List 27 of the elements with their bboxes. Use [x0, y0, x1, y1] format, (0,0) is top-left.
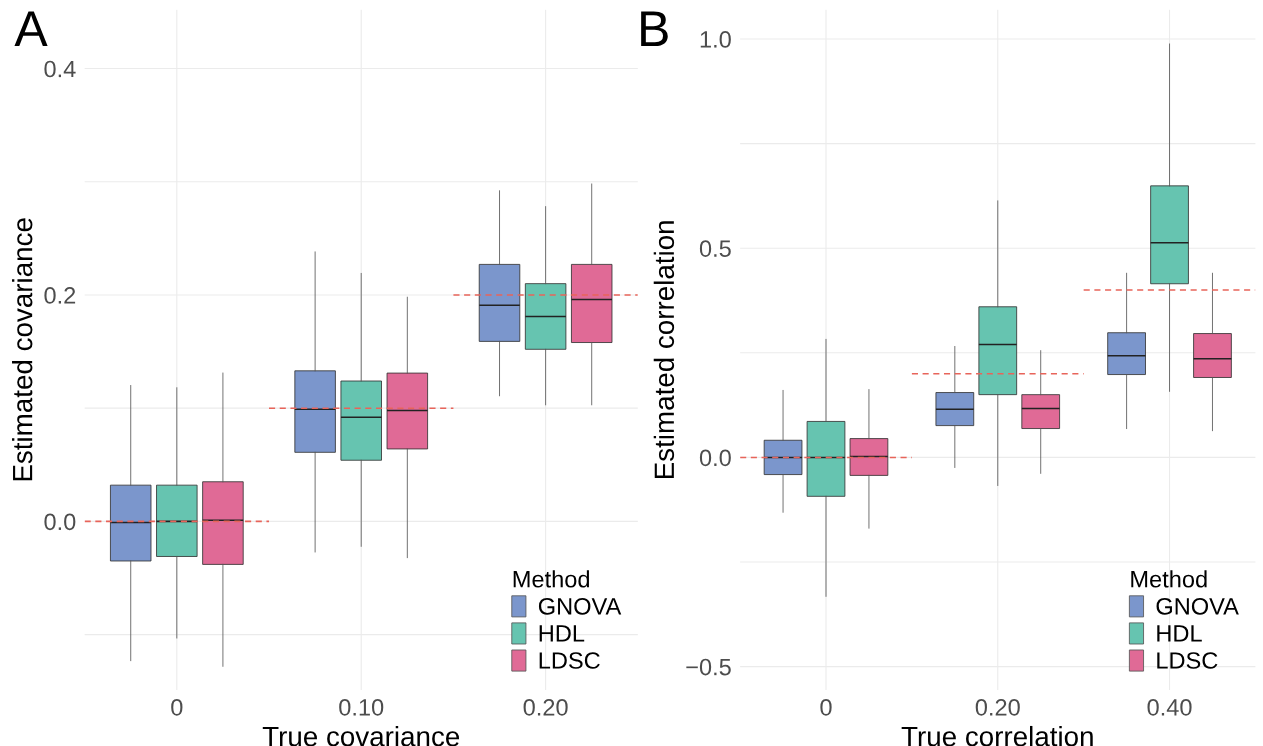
- legend-label: GNOVA: [538, 597, 622, 615]
- x-tick-label: 0.40: [1147, 699, 1192, 716]
- x-tick-label: 0: [820, 699, 832, 716]
- x-tick-label: 0.10: [339, 699, 384, 716]
- y-tick-label: 0.0: [44, 513, 76, 531]
- legend-title: Method: [513, 570, 590, 588]
- x-tick-label: 0.20: [975, 699, 1020, 716]
- legend-label: LDSC: [539, 652, 600, 669]
- legend-label: GNOVA: [1156, 597, 1239, 615]
- legend-title: Method: [1131, 570, 1207, 588]
- y-tick-label: 0.2: [44, 287, 76, 304]
- y-axis-title: Estimated covariance: [12, 218, 33, 481]
- legend-label: HDL: [1157, 625, 1202, 642]
- chart-title: B: [641, 11, 668, 46]
- x-tick-label: 0: [171, 699, 183, 716]
- y-tick-label: −0.5: [686, 658, 731, 676]
- x-tick-label: 0.20: [523, 699, 568, 716]
- legend-label: HDL: [539, 625, 585, 642]
- y-axis-title: Estimated correlation: [653, 221, 675, 479]
- y-tick-label: 0.5: [699, 240, 731, 257]
- y-tick-label: 0.4: [44, 60, 76, 78]
- x-axis-title: True covariance: [262, 725, 460, 746]
- chart-title: A: [14, 11, 48, 46]
- y-tick-label: 0.0: [699, 449, 731, 467]
- y-tick-label: 1.0: [700, 31, 731, 48]
- x-axis-title: True correlation: [901, 725, 1093, 746]
- legend-label: LDSC: [1157, 652, 1218, 669]
